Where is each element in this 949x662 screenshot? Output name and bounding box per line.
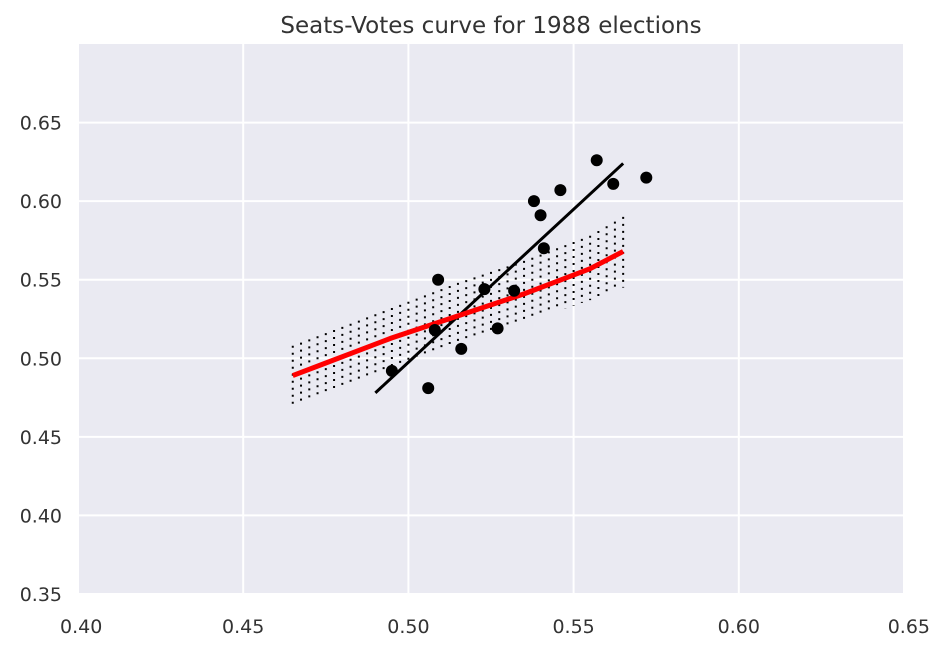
fit-line	[374, 162, 625, 394]
series-lines	[291, 162, 625, 394]
data-point	[640, 171, 653, 184]
y-tick-label: 0.35	[20, 584, 62, 606]
data-point	[527, 195, 540, 208]
x-tick-label: 0.50	[387, 616, 429, 638]
data-point	[478, 283, 491, 296]
x-tick-label: 0.40	[60, 616, 102, 638]
x-tick-label: 0.60	[718, 616, 760, 638]
plot-area	[78, 44, 904, 594]
chart-title: Seats-Votes curve for 1988 elections	[280, 13, 701, 39]
data-point	[422, 382, 435, 395]
simulated-line	[291, 249, 625, 378]
data-point	[428, 324, 441, 336]
y-tick-label: 0.60	[20, 191, 62, 213]
x-tick-label: 0.55	[552, 616, 594, 638]
data-point	[432, 273, 445, 286]
grid-lines	[77, 44, 905, 595]
data-point	[508, 284, 521, 297]
data-point	[534, 209, 547, 222]
y-tick-label: 0.55	[20, 270, 62, 292]
y-tick-label: 0.50	[20, 348, 62, 370]
data-point	[491, 322, 504, 335]
x-tick-label: 0.45	[222, 616, 264, 638]
y-tick-label: 0.45	[20, 427, 62, 449]
data-point	[590, 154, 603, 167]
data-point	[537, 242, 550, 255]
data-point	[455, 342, 468, 355]
scatter-points	[385, 154, 653, 395]
data-point	[607, 177, 620, 190]
data-point	[554, 184, 567, 197]
y-axis-ticks: 0.35 0.40 0.45 0.50 0.55 0.60 0.65	[20, 113, 62, 606]
y-tick-label: 0.40	[20, 505, 62, 527]
data-point	[385, 364, 398, 377]
x-tick-label: 0.65	[888, 616, 930, 638]
y-tick-label: 0.65	[20, 113, 62, 135]
x-axis-ticks: 0.40 0.45 0.50 0.55 0.60 0.65	[60, 616, 930, 638]
